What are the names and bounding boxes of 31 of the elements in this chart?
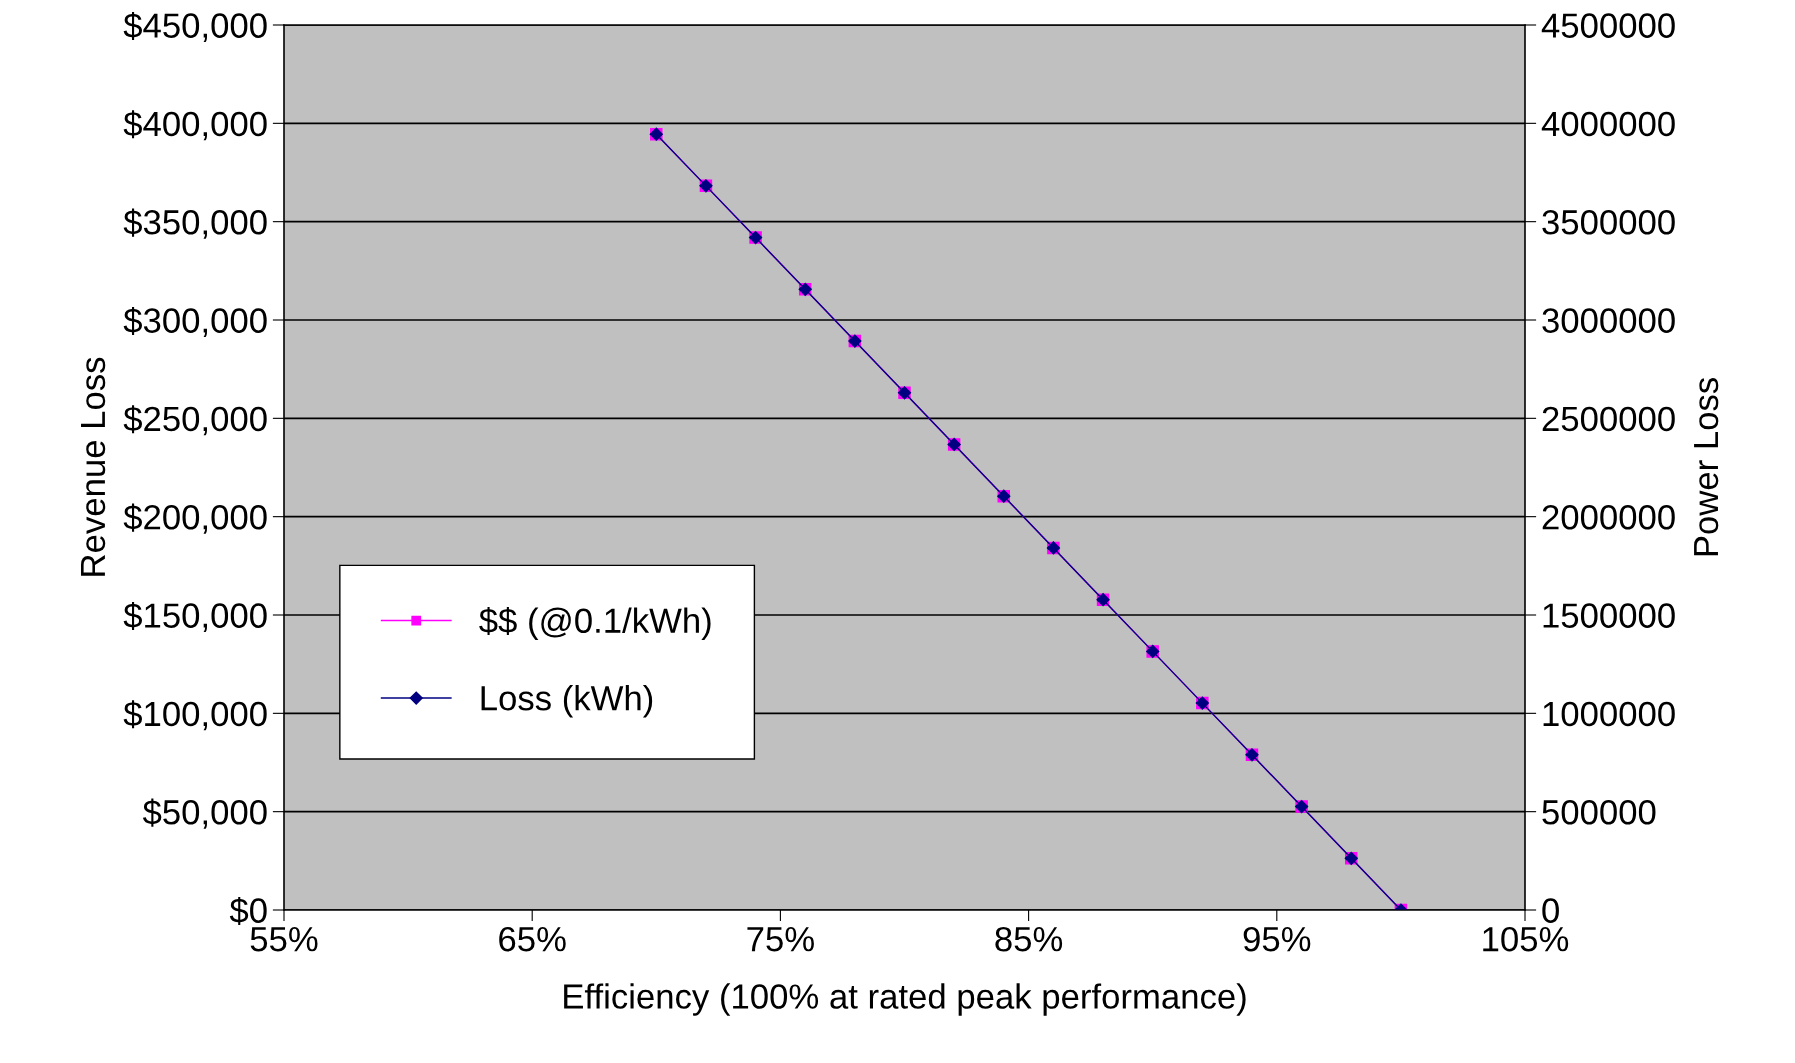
legend-label: $$ (@0.1/kWh) [479,606,711,640]
y2-tick-label: 4000000 [1541,111,1675,137]
y2-tick-label: 4500000 [1541,13,1675,38]
y-tick-label: $150,000 [123,601,267,633]
y-tick-label: $200,000 [123,503,267,534]
y-axis-title: Revenue Loss [81,357,106,576]
x-tick-label: 55% [250,927,318,952]
y-tick-label: $50,000 [142,798,267,829]
y2-tick-label: 1000000 [1543,701,1675,727]
x-tick-label: 95% [1243,926,1311,952]
y2-tick-label: 2000000 [1542,505,1675,530]
x-tick-label: 75% [747,927,814,952]
legend-label: Loss (kWh) [481,685,653,718]
y2-tick-label: 0 [1542,898,1559,923]
y-tick-label: $100,000 [123,700,267,731]
x-tick-label: 65% [499,926,566,952]
x-tick-label: 85% [995,926,1063,952]
x-axis-title: Efficiency (100% at rated peak performance) [564,983,1246,1016]
y-tick-label: $450,000 [123,11,267,43]
y2-tick-label: 500000 [1542,800,1656,825]
y2-tick-label: 3500000 [1542,210,1675,235]
y-tick-label: $250,000 [123,405,267,436]
y-tick-label: $0 [229,896,267,925]
y2-axis-title: Power Loss [1694,378,1719,556]
x-tick-label: 105% [1483,926,1569,952]
y-tick-label: $300,000 [123,306,267,338]
y2-tick-label: 1500000 [1543,603,1675,628]
y2-tick-label: 2500000 [1542,406,1675,432]
y2-tick-label: 3000000 [1542,308,1675,333]
y-tick-label: $400,000 [123,110,267,141]
y-tick-label: $350,000 [123,208,267,239]
